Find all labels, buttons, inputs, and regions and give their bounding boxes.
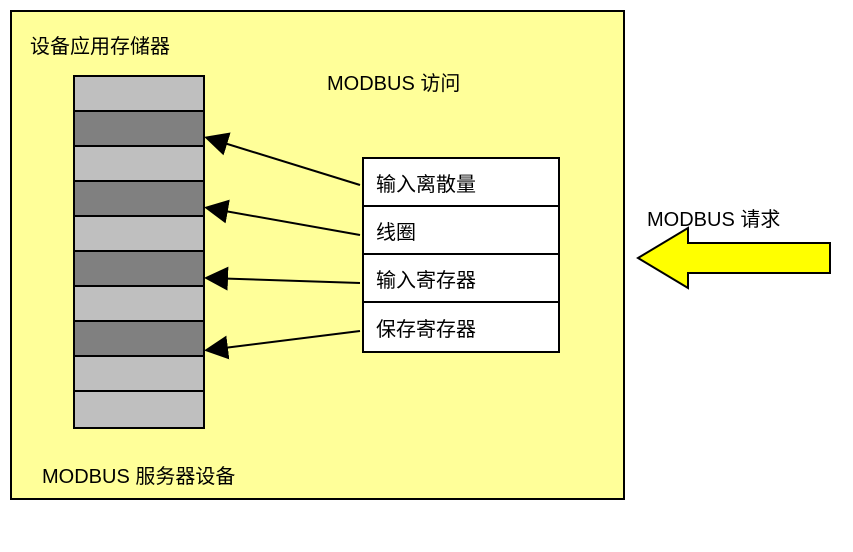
request-arrow-icon [638, 228, 830, 288]
storage-cell [75, 252, 203, 287]
storage-cell [75, 357, 203, 392]
diagram-container: 设备应用存储器 MODBUS 访问 MODBUS 服务器设备 输入离散量 线圈 … [10, 10, 625, 500]
modbus-access-label: MODBUS 访问 [327, 67, 460, 96]
access-table: 输入离散量 线圈 输入寄存器 保存寄存器 [362, 157, 560, 353]
storage-cell [75, 322, 203, 357]
access-row-coil: 线圈 [364, 207, 558, 255]
modbus-request-label: MODBUS 请求 [647, 203, 780, 232]
access-label: 输入离散量 [376, 168, 476, 197]
access-row-discrete-input: 输入离散量 [364, 159, 558, 207]
storage-cell [75, 217, 203, 252]
access-row-input-register: 输入寄存器 [364, 255, 558, 303]
modbus-server-label: MODBUS 服务器设备 [42, 460, 235, 489]
device-memory-label: 设备应用存储器 [30, 30, 170, 59]
access-row-holding-register: 保存寄存器 [364, 303, 558, 351]
storage-stack [73, 75, 205, 429]
access-label: 保存寄存器 [376, 313, 476, 342]
access-label: 输入寄存器 [376, 264, 476, 293]
storage-cell [75, 147, 203, 182]
storage-cell [75, 287, 203, 322]
storage-cell [75, 392, 203, 427]
storage-cell [75, 182, 203, 217]
storage-cell [75, 112, 203, 147]
storage-cell [75, 77, 203, 112]
access-label: 线圈 [376, 216, 416, 245]
